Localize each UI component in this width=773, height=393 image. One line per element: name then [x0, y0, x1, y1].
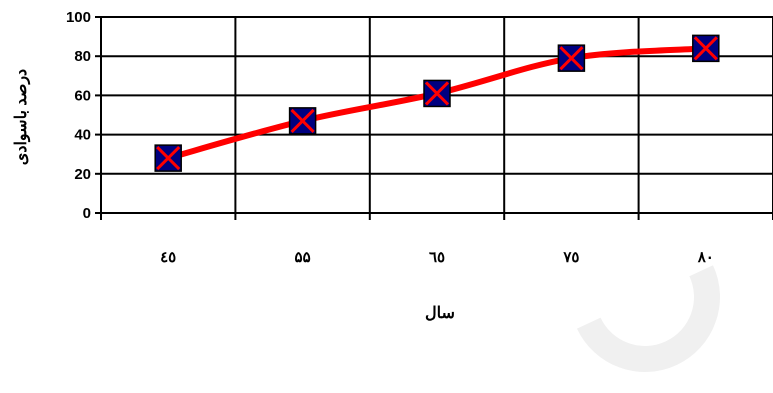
y-tick-label: 0: [83, 205, 91, 222]
y-tick-label: 40: [74, 127, 91, 144]
data-point: [692, 34, 720, 63]
data-point: [557, 44, 586, 72]
x-tick-label: ٧٥: [562, 249, 579, 266]
x-tick-label: ۵۵: [295, 249, 311, 266]
literacy-line-chart: 0 20 40 60 80 100 ٤٥ ۵۵ ٦٥ ٧٥ ٨٠ درصد باسوادی سال: [13, 9, 773, 322]
x-tick-label: ٨٠: [697, 249, 714, 266]
data-point: [423, 79, 451, 108]
x-tick-label: ٦٥: [429, 249, 445, 266]
y-axis-label: درصد باسوادی: [13, 69, 31, 165]
y-tick-label: 100: [66, 9, 91, 26]
y-tick-label: 80: [74, 48, 91, 65]
y-tick-label: 20: [74, 166, 91, 183]
x-axis-label: سال: [425, 305, 455, 322]
y-tick-label: 60: [74, 87, 91, 104]
data-point: [288, 107, 317, 135]
y-axis-ticks: 0 20 40 60 80 100: [66, 9, 91, 222]
data-point: [154, 144, 182, 172]
x-tick-label: ٤٥: [160, 249, 176, 266]
x-axis-ticks: ٤٥ ۵۵ ٦٥ ٧٥ ٨٠: [160, 249, 714, 266]
data-markers: [154, 34, 720, 172]
grid: [95, 16, 773, 220]
